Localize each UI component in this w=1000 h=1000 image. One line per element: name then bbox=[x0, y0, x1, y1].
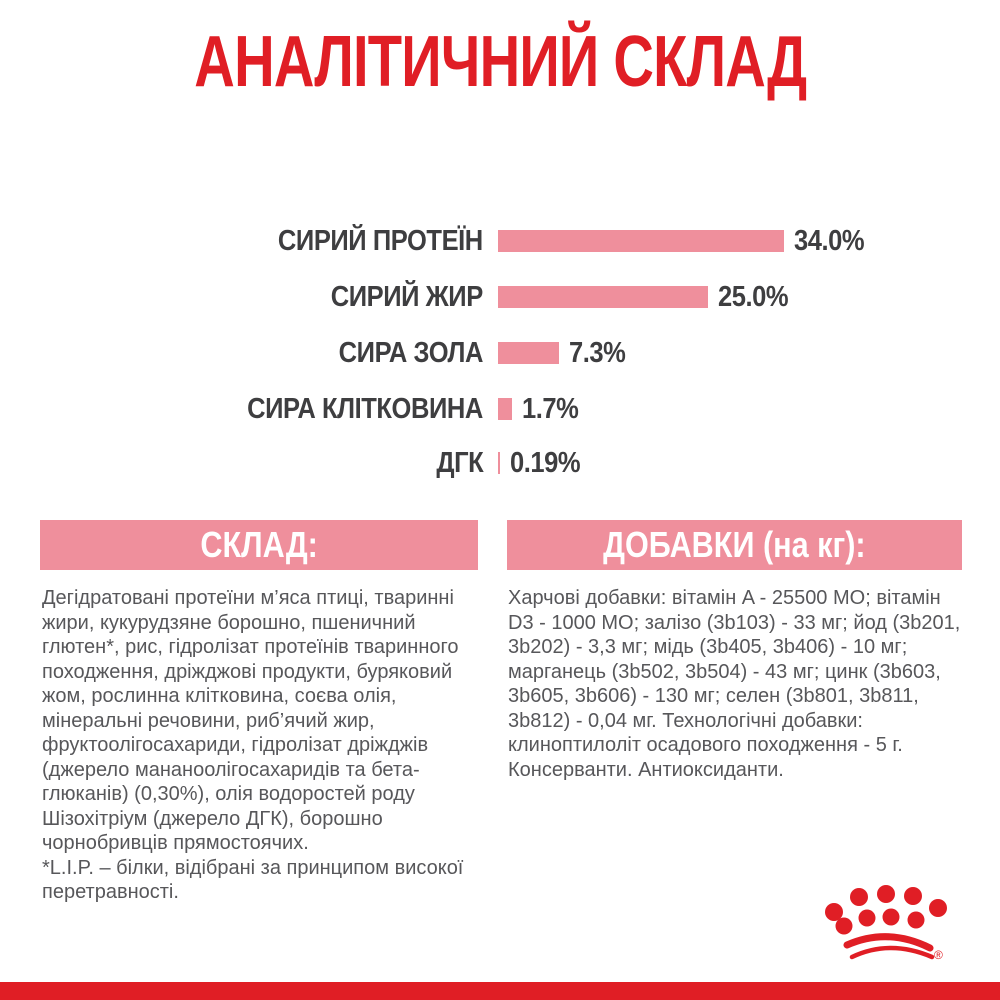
chart-category-label: СИРИЙ ЖИР bbox=[0, 281, 483, 314]
bottom-red-strip bbox=[0, 982, 1000, 1000]
page-title-text: АНАЛІТИЧНИЙ СКЛАД bbox=[193, 22, 807, 102]
body-paragraph: Харчові добавки: вітамін A - 25500 МО; в… bbox=[508, 587, 961, 781]
chart-row: ДГК 0.19% bbox=[0, 445, 590, 481]
chart-category-label-text: СИРИЙ ЖИР bbox=[330, 280, 483, 313]
chart-value-label-text: 25.0% bbox=[718, 280, 789, 313]
analytical-composition-chart: СИРИЙ ПРОТЕЇН 34.0% СИРИЙ ЖИР 25.0% СИРА ЗОЛ… bbox=[0, 223, 874, 481]
chart-value-label: 0.19% bbox=[510, 447, 590, 480]
page-title: АНАЛІТИЧНИЙ СКЛАД bbox=[0, 22, 1000, 102]
additives-section-header-text: ДОБАВКИ (на кг): bbox=[603, 524, 866, 565]
crown-icon: ® bbox=[825, 885, 947, 962]
additives-body-text: Харчові добавки: вітамін A - 25500 МО; в… bbox=[508, 586, 966, 782]
composition-section-header-text: СКЛАД: bbox=[200, 524, 318, 565]
body-paragraph: Дегідратовані протеїни м’яса птиці, твар… bbox=[42, 587, 459, 854]
chart-bar bbox=[498, 230, 784, 252]
chart-category-label: СИРА КЛІТКОВИНА bbox=[0, 393, 483, 426]
chart-category-label: СИРИЙ ПРОТЕЇН bbox=[0, 225, 483, 258]
chart-bar bbox=[498, 452, 500, 474]
chart-category-label-text: СИРА ЗОЛА bbox=[338, 336, 484, 369]
chart-bar bbox=[498, 398, 512, 420]
composition-body-text: Дегідратовані протеїни м’яса птиці, твар… bbox=[42, 586, 482, 905]
chart-bar bbox=[498, 286, 708, 308]
chart-category-label: СИРА ЗОЛА bbox=[0, 336, 484, 370]
chart-value-label: 34.0% bbox=[794, 225, 874, 258]
chart-row: СИРИЙ ПРОТЕЇН 34.0% bbox=[0, 223, 874, 259]
chart-value-label: 25.0% bbox=[718, 281, 798, 314]
composition-section-header: СКЛАД: bbox=[40, 520, 478, 570]
chart-row: СИРА КЛІТКОВИНА 1.7% bbox=[0, 391, 586, 427]
chart-row: СИРА ЗОЛА 7.3% bbox=[0, 335, 633, 371]
chart-value-label-text: 1.7% bbox=[522, 392, 579, 425]
chart-category-label-text: ДГК bbox=[436, 446, 483, 479]
chart-value-label-text: 7.3% bbox=[569, 336, 626, 369]
registered-mark: ® bbox=[934, 948, 943, 962]
chart-value-label: 7.3% bbox=[569, 337, 633, 370]
chart-value-label-text: 0.19% bbox=[510, 446, 581, 479]
royal-canin-crown-logo: ® bbox=[815, 880, 985, 970]
chart-value-label: 1.7% bbox=[522, 393, 586, 426]
chart-value-label-text: 34.0% bbox=[794, 224, 865, 257]
chart-category-label-text: СИРИЙ ПРОТЕЇН bbox=[278, 224, 483, 257]
chart-row: СИРИЙ ЖИР 25.0% bbox=[0, 279, 798, 315]
chart-category-label: ДГК bbox=[0, 447, 483, 480]
chart-category-label-text: СИРА КЛІТКОВИНА bbox=[247, 392, 483, 425]
body-paragraph: *L.I.P. – білки, відібрані за принципом … bbox=[42, 856, 464, 904]
additives-section-header: ДОБАВКИ (на кг): bbox=[507, 520, 962, 570]
chart-bar bbox=[498, 342, 559, 364]
